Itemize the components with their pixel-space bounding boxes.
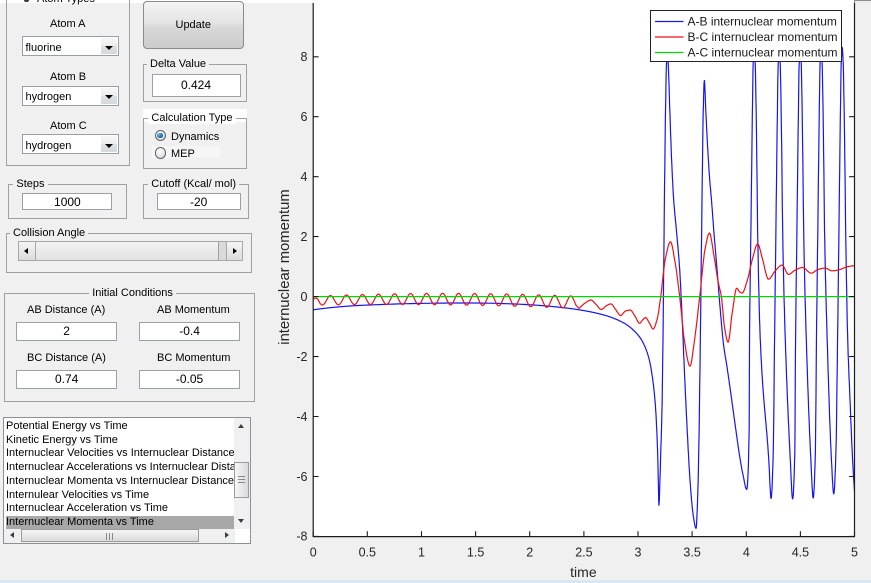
svg-text:0.5: 0.5 (359, 546, 376, 560)
svg-text:2: 2 (526, 546, 533, 560)
svg-text:4: 4 (301, 170, 308, 184)
svg-text:3: 3 (635, 546, 642, 560)
svg-text:time: time (570, 564, 597, 580)
svg-text:4: 4 (743, 546, 750, 560)
svg-text:B-C internuclear momentum: B-C internuclear momentum (688, 30, 838, 44)
svg-text:-8: -8 (296, 530, 307, 544)
svg-text:0: 0 (310, 546, 317, 560)
svg-text:0: 0 (301, 290, 308, 304)
svg-text:2: 2 (301, 230, 308, 244)
svg-text:1: 1 (418, 546, 425, 560)
svg-text:3.5: 3.5 (683, 546, 700, 560)
svg-text:-4: -4 (296, 410, 307, 424)
svg-text:1.5: 1.5 (467, 546, 484, 560)
svg-text:-2: -2 (296, 350, 307, 364)
svg-text:4.5: 4.5 (792, 546, 809, 560)
svg-text:8: 8 (301, 50, 308, 64)
svg-text:5: 5 (851, 546, 858, 560)
svg-text:internuclear momentum: internuclear momentum (277, 189, 293, 344)
svg-text:6: 6 (301, 110, 308, 124)
svg-text:A-B internuclear momentum: A-B internuclear momentum (688, 15, 837, 29)
svg-text:2.5: 2.5 (575, 546, 592, 560)
svg-text:-6: -6 (296, 470, 307, 484)
svg-text:A-C internuclear momentum: A-C internuclear momentum (688, 46, 838, 60)
